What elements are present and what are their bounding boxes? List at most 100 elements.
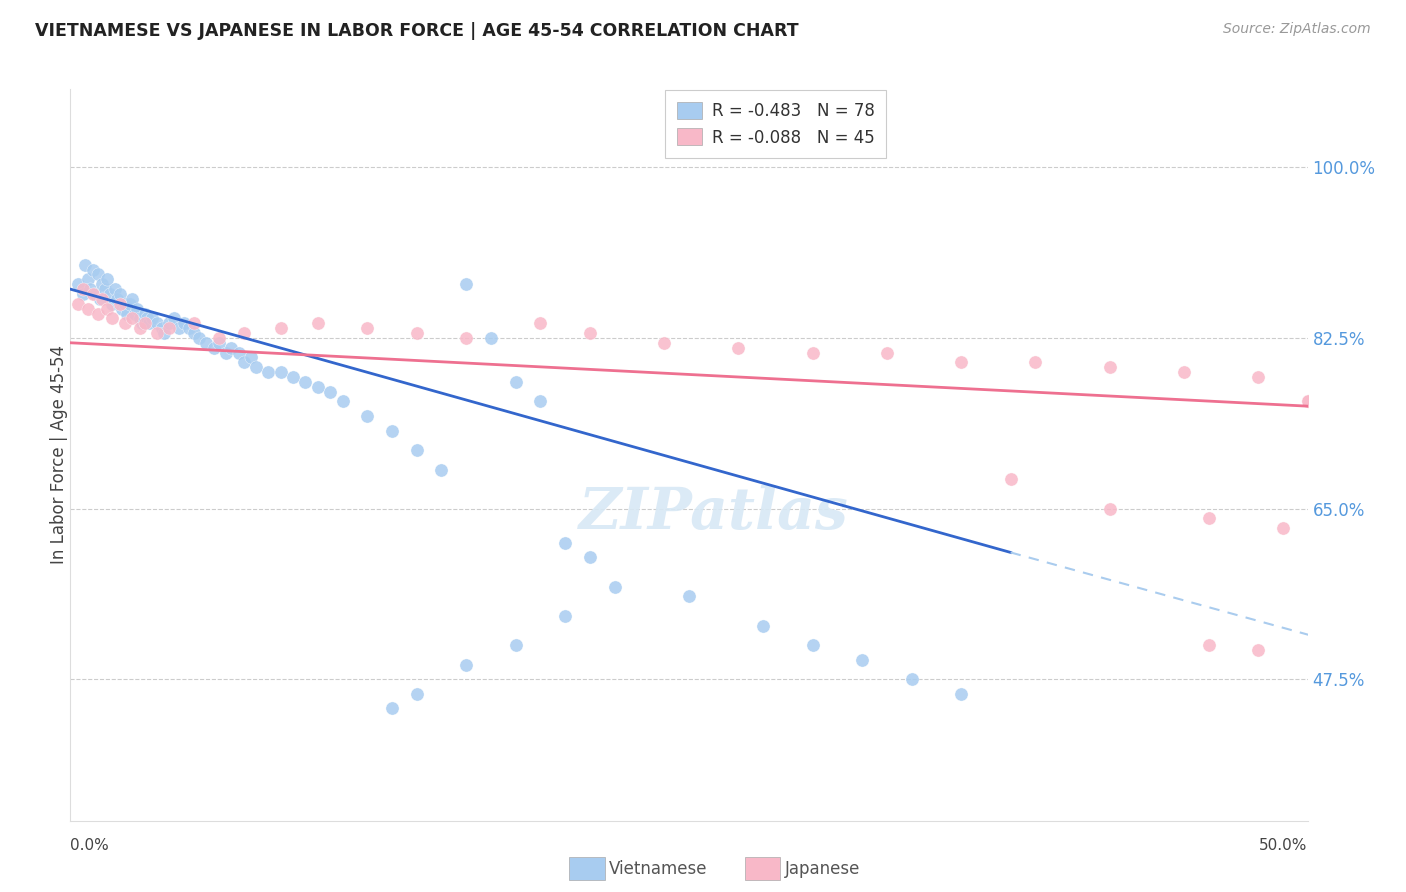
Point bbox=[307, 379, 329, 393]
Point bbox=[950, 687, 973, 701]
Text: ZIPatlas: ZIPatlas bbox=[579, 485, 849, 541]
Point bbox=[188, 331, 211, 345]
Point bbox=[381, 701, 404, 715]
Point bbox=[157, 316, 180, 330]
Point bbox=[579, 326, 602, 340]
Point bbox=[134, 316, 156, 330]
Point bbox=[405, 443, 427, 458]
Point bbox=[215, 345, 238, 359]
Point bbox=[752, 618, 775, 632]
Point bbox=[876, 345, 898, 359]
Point bbox=[167, 321, 190, 335]
Point bbox=[1247, 370, 1270, 384]
Point bbox=[1098, 360, 1121, 375]
Point bbox=[66, 277, 89, 292]
Point bbox=[1098, 501, 1121, 516]
Point bbox=[195, 335, 218, 350]
Point bbox=[505, 638, 527, 652]
Point bbox=[456, 331, 478, 345]
Point bbox=[1198, 511, 1220, 525]
Point bbox=[128, 321, 150, 335]
Point bbox=[131, 316, 153, 330]
Point bbox=[76, 301, 98, 316]
Point bbox=[900, 672, 922, 686]
Point bbox=[141, 311, 163, 326]
Point bbox=[1271, 521, 1294, 535]
Point bbox=[801, 345, 824, 359]
Point bbox=[89, 292, 111, 306]
Point bbox=[146, 316, 169, 330]
Point bbox=[121, 292, 143, 306]
Point bbox=[245, 360, 267, 375]
Point bbox=[270, 365, 292, 379]
Point bbox=[72, 287, 94, 301]
Point bbox=[678, 590, 700, 604]
Point bbox=[118, 297, 141, 311]
Point bbox=[138, 316, 160, 330]
Point bbox=[96, 272, 118, 286]
Point bbox=[1247, 643, 1270, 657]
Point bbox=[356, 321, 378, 335]
Point bbox=[202, 341, 225, 355]
Point bbox=[554, 535, 576, 549]
Point bbox=[108, 297, 131, 311]
Point bbox=[319, 384, 342, 399]
Point bbox=[111, 301, 134, 316]
Point bbox=[115, 306, 138, 320]
Point bbox=[153, 326, 176, 340]
Legend: R = -0.483   N = 78, R = -0.088   N = 45: R = -0.483 N = 78, R = -0.088 N = 45 bbox=[665, 90, 886, 158]
Point bbox=[307, 316, 329, 330]
Point bbox=[1000, 472, 1022, 486]
Point bbox=[163, 311, 186, 326]
Point bbox=[239, 351, 262, 365]
Point bbox=[91, 277, 114, 292]
Point bbox=[456, 277, 478, 292]
Point bbox=[104, 282, 127, 296]
Point bbox=[801, 638, 824, 652]
Point bbox=[66, 297, 89, 311]
Text: Vietnamese: Vietnamese bbox=[609, 860, 707, 878]
Point bbox=[82, 262, 104, 277]
Point bbox=[157, 321, 180, 335]
Point bbox=[232, 326, 254, 340]
Point bbox=[1296, 394, 1319, 409]
Point bbox=[124, 306, 146, 320]
Point bbox=[82, 287, 104, 301]
Point bbox=[851, 653, 873, 667]
Point bbox=[1371, 716, 1393, 731]
Point bbox=[405, 687, 427, 701]
Point bbox=[456, 657, 478, 672]
Point bbox=[356, 409, 378, 423]
Point bbox=[91, 292, 114, 306]
Point bbox=[1346, 667, 1368, 681]
Point bbox=[94, 282, 117, 296]
Point bbox=[652, 335, 675, 350]
Point bbox=[134, 306, 156, 320]
Point bbox=[150, 321, 173, 335]
Point bbox=[146, 326, 169, 340]
Point bbox=[86, 268, 108, 282]
Point bbox=[603, 580, 626, 594]
Point bbox=[529, 316, 551, 330]
Point bbox=[294, 375, 316, 389]
Point bbox=[173, 316, 195, 330]
Point bbox=[270, 321, 292, 335]
Point bbox=[219, 341, 242, 355]
Point bbox=[127, 301, 149, 316]
Point bbox=[950, 355, 973, 369]
Text: 0.0%: 0.0% bbox=[70, 838, 110, 853]
Text: Source: ZipAtlas.com: Source: ZipAtlas.com bbox=[1223, 22, 1371, 37]
Point bbox=[72, 282, 94, 296]
Point bbox=[405, 326, 427, 340]
Text: VIETNAMESE VS JAPANESE IN LABOR FORCE | AGE 45-54 CORRELATION CHART: VIETNAMESE VS JAPANESE IN LABOR FORCE | … bbox=[35, 22, 799, 40]
Point bbox=[98, 287, 121, 301]
Point bbox=[208, 335, 231, 350]
Point bbox=[1198, 638, 1220, 652]
Point bbox=[114, 316, 136, 330]
Point bbox=[554, 608, 576, 623]
Point bbox=[86, 306, 108, 320]
Text: 50.0%: 50.0% bbox=[1260, 838, 1308, 853]
Point bbox=[75, 258, 97, 272]
Point bbox=[108, 287, 131, 301]
Point bbox=[177, 321, 200, 335]
